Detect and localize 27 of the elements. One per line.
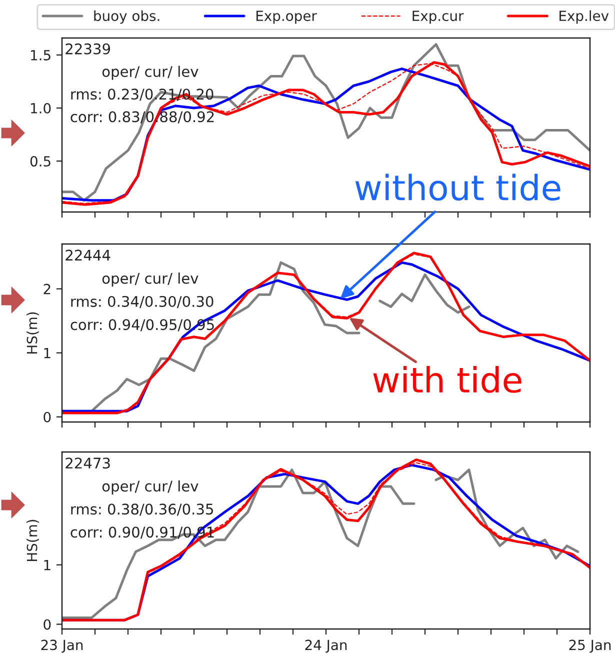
annotation: rms: 0.38/0.36/0.35 xyxy=(71,504,213,516)
annotation: oper/ cur/ lev xyxy=(102,66,198,80)
annotation: with tide xyxy=(373,366,522,393)
legend-label: buoy obs. xyxy=(94,10,160,24)
annotation: 22339 xyxy=(66,43,110,54)
x-tick-label: 23 Jan xyxy=(41,640,83,653)
annotation: oper/ cur/ lev xyxy=(102,480,198,494)
y-tick-label: 1 xyxy=(44,560,50,570)
y-tick-label: 0 xyxy=(44,412,51,422)
y-tick-label: 1.5 xyxy=(31,50,50,60)
x-tick-label: 24 Jan xyxy=(305,640,347,653)
legend-label: Exp.lev xyxy=(560,10,609,24)
y-tick-label: 0.5 xyxy=(30,156,50,167)
annotation: 22444 xyxy=(66,250,110,260)
legend-label: Exp.oper xyxy=(256,10,317,24)
y-tick-label: 2 xyxy=(44,284,50,294)
x-tick-label: 25 Jan xyxy=(569,640,611,653)
y-axis-title: HS(m) xyxy=(26,520,39,561)
annotation: 22473 xyxy=(66,458,110,469)
y-tick-label: 1 xyxy=(44,348,50,358)
annotation: oper/ cur/ lev xyxy=(102,272,198,287)
legend-label: Exp.cur xyxy=(412,10,464,24)
annotation: without tide xyxy=(355,174,560,201)
annotation: rms: 0.34/0.30/0.30 xyxy=(71,296,214,308)
y-tick-label: 0 xyxy=(44,619,51,630)
y-tick-label: 1.0 xyxy=(31,102,51,114)
y-axis-title: HS(m) xyxy=(26,312,39,354)
